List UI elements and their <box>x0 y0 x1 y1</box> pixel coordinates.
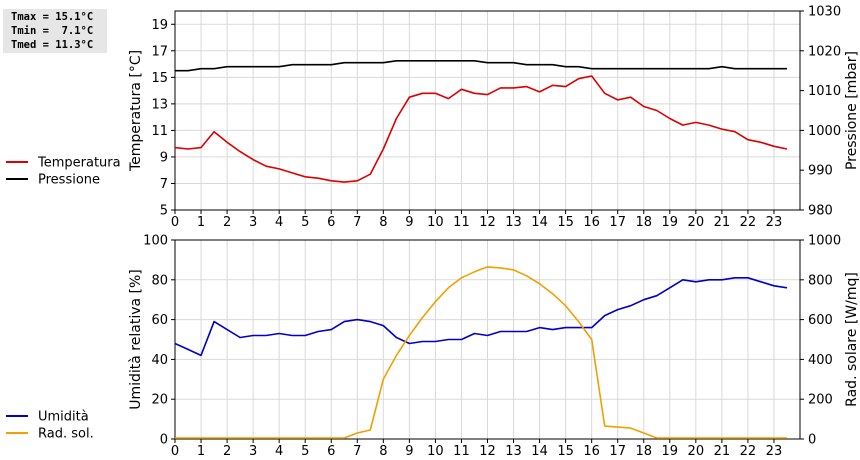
x-tick-label: 12 <box>479 444 496 459</box>
x-tick-label: 7 <box>353 444 361 459</box>
y-right-tick-label: 980 <box>808 204 833 219</box>
legend-label: Pressione <box>38 173 100 188</box>
x-tick-label: 5 <box>301 444 309 459</box>
x-tick-label: 1 <box>197 215 205 230</box>
stats-box: Tmax = 15.1°C Tmin = 7.1°C Tmed = 11.3°C <box>3 9 107 53</box>
x-tick-label: 2 <box>223 215 231 230</box>
stat-tmed: Tmed = 11.3°C <box>11 39 94 51</box>
legend-label: Temperatura <box>37 156 121 171</box>
y-right-axis-title: Pressione [mbar] <box>844 51 860 170</box>
x-tick-label: 20 <box>688 215 705 230</box>
plot-frame <box>174 239 801 440</box>
y-right-tick-label: 1020 <box>808 44 841 59</box>
y-left-axis-title: Temperatura [°C] <box>128 50 144 172</box>
y-left-tick-label: 15 <box>151 71 168 86</box>
x-tick-label: 20 <box>688 444 705 459</box>
y-right-axis-title: Rad. solare [W/mq] <box>844 272 860 407</box>
stat-tmin: Tmin = 7.1°C <box>11 25 94 37</box>
x-tick-label: 16 <box>583 215 600 230</box>
y-left-tick-label: 17 <box>151 44 168 59</box>
legend-label: Umidità <box>38 410 89 425</box>
plot-frame <box>174 10 801 211</box>
x-tick-label: 21 <box>714 215 731 230</box>
y-right-tick-label: 990 <box>808 164 833 179</box>
x-tick-label: 3 <box>249 444 257 459</box>
y-left-tick-label: 100 <box>143 234 168 249</box>
x-tick-label: 2 <box>223 444 231 459</box>
series-line-rad-sol <box>175 266 787 439</box>
y-left-tick-label: 80 <box>151 273 168 288</box>
x-tick-label: 11 <box>453 215 470 230</box>
x-tick-label: 3 <box>249 215 257 230</box>
x-tick-label: 18 <box>635 444 652 459</box>
series-line-umidit <box>174 276 788 357</box>
x-tick-label: 4 <box>275 215 283 230</box>
y-left-tick-label: 60 <box>151 313 168 328</box>
legend-label: Rad. sol. <box>38 427 94 442</box>
x-tick-label: 15 <box>557 215 574 230</box>
y-right-tick-label: 600 <box>808 313 833 328</box>
y-right-tick-label: 1000 <box>808 124 841 139</box>
x-tick-label: 23 <box>766 444 783 459</box>
x-tick-label: 9 <box>405 444 413 459</box>
x-tick-label: 16 <box>583 444 600 459</box>
x-tick-label: 8 <box>379 444 387 459</box>
x-tick-label: 22 <box>740 215 757 230</box>
y-left-tick-label: 5 <box>160 204 168 219</box>
x-tick-label: 12 <box>479 215 496 230</box>
x-tick-label: 22 <box>740 444 757 459</box>
y-left-tick-label: 20 <box>151 393 168 408</box>
x-tick-label: 7 <box>353 215 361 230</box>
x-tick-label: 0 <box>171 215 179 230</box>
x-tick-label: 11 <box>453 444 470 459</box>
x-tick-label: 21 <box>714 444 731 459</box>
x-tick-label: 8 <box>379 215 387 230</box>
y-left-tick-label: 13 <box>151 97 168 112</box>
y-left-tick-label: 9 <box>160 150 168 165</box>
y-right-tick-label: 1000 <box>808 234 841 249</box>
x-tick-label: 6 <box>327 215 335 230</box>
x-tick-label: 14 <box>531 215 548 230</box>
x-tick-label: 5 <box>301 215 309 230</box>
y-right-tick-label: 200 <box>808 393 833 408</box>
x-tick-label: 19 <box>662 444 679 459</box>
x-tick-label: 4 <box>275 444 283 459</box>
series-line-temperatura <box>174 75 788 183</box>
y-right-tick-label: 400 <box>808 353 833 368</box>
y-left-tick-label: 0 <box>160 433 168 448</box>
x-tick-label: 23 <box>766 215 783 230</box>
y-right-tick-label: 1030 <box>808 5 841 20</box>
x-tick-label: 17 <box>609 215 626 230</box>
y-left-axis-title: Umidità relativa [%] <box>128 269 144 410</box>
x-tick-label: 18 <box>635 215 652 230</box>
y-left-tick-label: 7 <box>160 177 168 192</box>
x-tick-label: 17 <box>609 444 626 459</box>
x-tick-label: 9 <box>405 215 413 230</box>
y-left-tick-label: 19 <box>151 18 168 33</box>
y-right-tick-label: 1010 <box>808 84 841 99</box>
x-tick-label: 1 <box>197 444 205 459</box>
x-tick-label: 6 <box>327 444 335 459</box>
x-tick-label: 14 <box>531 444 548 459</box>
series-line-pressione <box>175 59 787 72</box>
x-tick-label: 13 <box>505 444 522 459</box>
stat-tmax: Tmax = 15.1°C <box>11 11 94 23</box>
y-left-tick-label: 11 <box>151 124 168 139</box>
x-tick-label: 10 <box>427 444 444 459</box>
x-tick-label: 15 <box>557 444 574 459</box>
y-right-tick-label: 0 <box>808 433 816 448</box>
x-tick-label: 10 <box>427 215 444 230</box>
y-right-tick-label: 800 <box>808 273 833 288</box>
x-tick-label: 19 <box>662 215 679 230</box>
x-tick-label: 13 <box>505 215 522 230</box>
y-left-tick-label: 40 <box>151 353 168 368</box>
x-tick-label: 0 <box>171 444 179 459</box>
